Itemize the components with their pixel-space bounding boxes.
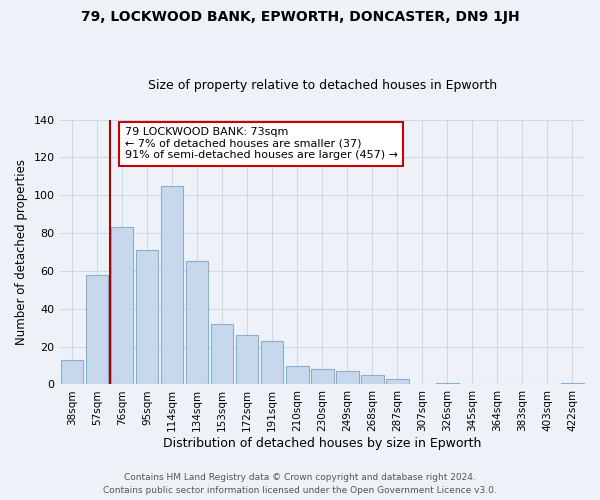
Bar <box>336 371 359 384</box>
Bar <box>311 370 334 384</box>
Text: Contains HM Land Registry data © Crown copyright and database right 2024.
Contai: Contains HM Land Registry data © Crown c… <box>103 474 497 495</box>
Bar <box>236 336 259 384</box>
Bar <box>61 360 83 384</box>
Bar <box>386 379 409 384</box>
Text: 79, LOCKWOOD BANK, EPWORTH, DONCASTER, DN9 1JH: 79, LOCKWOOD BANK, EPWORTH, DONCASTER, D… <box>80 10 520 24</box>
Bar <box>111 228 133 384</box>
Bar <box>436 382 458 384</box>
Bar <box>86 274 109 384</box>
Text: 79 LOCKWOOD BANK: 73sqm
← 7% of detached houses are smaller (37)
91% of semi-det: 79 LOCKWOOD BANK: 73sqm ← 7% of detached… <box>125 127 398 160</box>
Bar <box>561 382 584 384</box>
X-axis label: Distribution of detached houses by size in Epworth: Distribution of detached houses by size … <box>163 437 481 450</box>
Bar <box>161 186 184 384</box>
Bar <box>261 341 283 384</box>
Bar <box>186 262 208 384</box>
Bar <box>211 324 233 384</box>
Bar <box>136 250 158 384</box>
Title: Size of property relative to detached houses in Epworth: Size of property relative to detached ho… <box>148 79 497 92</box>
Bar <box>286 366 308 384</box>
Bar <box>361 375 383 384</box>
Y-axis label: Number of detached properties: Number of detached properties <box>15 159 28 345</box>
